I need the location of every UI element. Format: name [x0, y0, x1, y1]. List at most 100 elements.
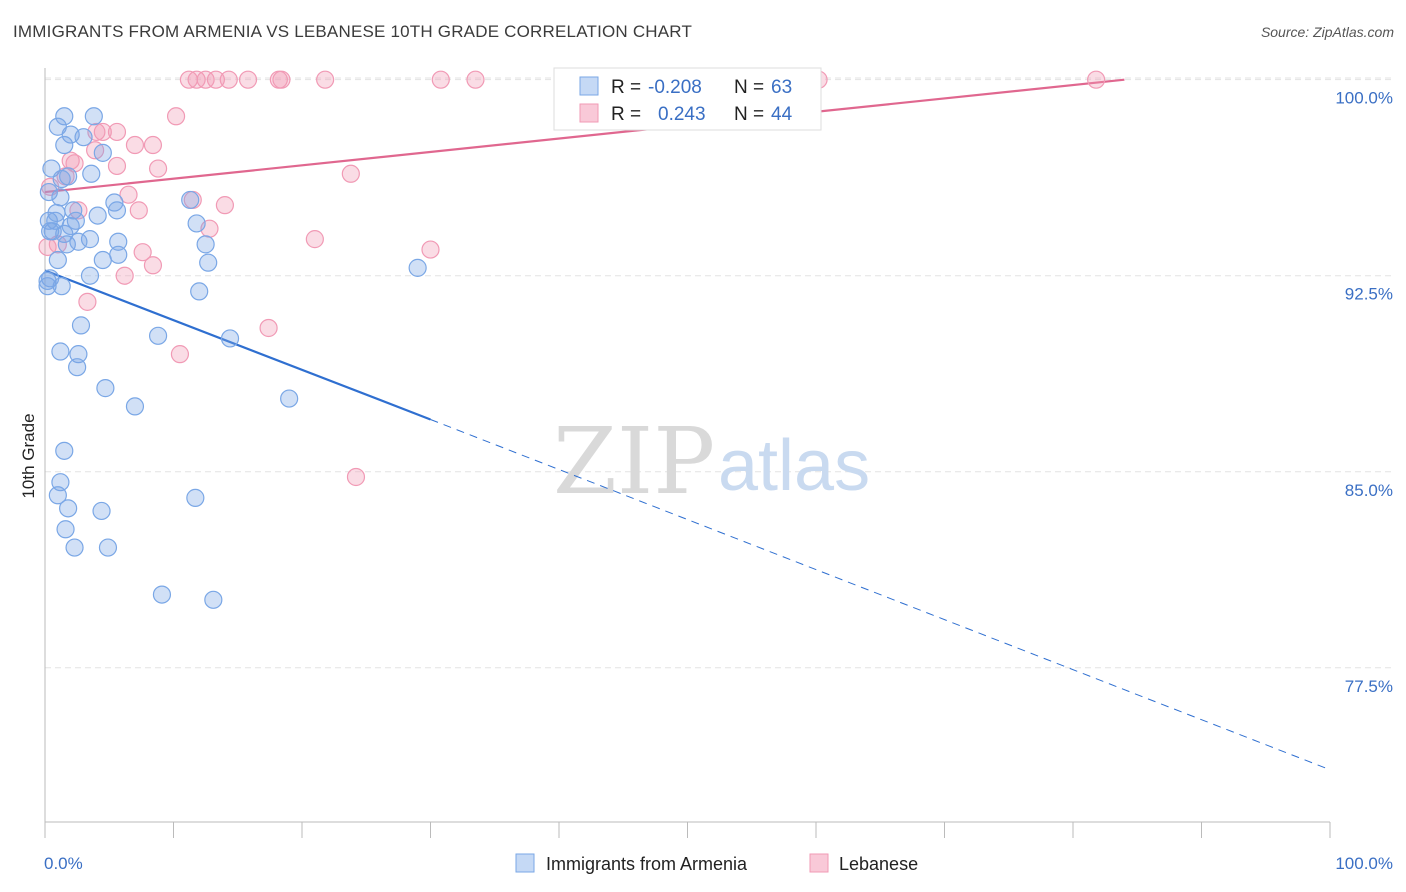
point-lebanese	[272, 70, 291, 89]
point-armenia	[181, 190, 200, 210]
point-armenia	[57, 235, 76, 254]
legend-n-label-2: N =	[734, 104, 764, 125]
point-lebanese	[341, 164, 360, 183]
grid-lines	[45, 77, 1394, 669]
point-armenia	[41, 222, 60, 241]
point-lebanese	[346, 467, 366, 487]
point-armenia	[199, 253, 218, 272]
point-armenia	[39, 182, 58, 202]
point-lebanese	[196, 70, 215, 89]
point-armenia	[92, 501, 111, 521]
point-armenia	[93, 143, 112, 162]
y-tick-labels: 100.0% 92.5% 85.0% 77.5%	[1335, 89, 1393, 696]
point-armenia	[71, 316, 91, 335]
point-lebanese	[431, 70, 450, 89]
point-armenia	[48, 486, 67, 505]
watermark: ZIP atlas	[553, 408, 870, 515]
point-armenia	[65, 538, 84, 557]
bottom-legend-swatch-lebanese	[809, 853, 829, 873]
point-armenia	[80, 266, 100, 285]
point-lebanese	[259, 318, 278, 338]
trend-line-0	[44, 269, 431, 421]
point-armenia	[220, 329, 240, 348]
chart-title: IMMIGRANTS FROM ARMENIA VS LEBANESE 10TH…	[13, 22, 693, 41]
point-lebanese	[238, 70, 258, 89]
point-lebanese	[166, 107, 186, 126]
x-tick-labels: 0.0% 100.0%	[44, 854, 1393, 873]
legend-r-label-1: R =	[611, 77, 641, 98]
point-lebanese	[125, 135, 145, 155]
point-lebanese	[107, 156, 127, 176]
point-lebanese	[119, 185, 138, 204]
point-lebanese	[69, 201, 88, 220]
point-armenia	[51, 188, 70, 207]
y-tick-label: 100.0%	[1335, 89, 1393, 108]
point-lebanese	[133, 243, 152, 262]
point-lebanese	[219, 70, 238, 89]
y-axis-label: 10th Grade	[19, 413, 38, 498]
x-tick-label: 100.0%	[1335, 854, 1393, 873]
point-lebanese	[421, 240, 440, 259]
point-armenia	[66, 211, 85, 230]
point-armenia	[51, 342, 70, 361]
point-armenia	[204, 590, 223, 609]
legend-r-value-1: -0.208	[648, 77, 702, 98]
watermark-zip: ZIP	[553, 408, 715, 515]
trend-lines	[44, 78, 1331, 771]
point-lebanese	[215, 196, 234, 215]
point-lebanese	[78, 292, 97, 311]
point-lebanese	[129, 201, 148, 220]
point-lebanese	[143, 135, 163, 155]
point-armenia	[98, 538, 118, 557]
point-armenia	[186, 488, 205, 507]
point-lebanese	[1087, 70, 1106, 89]
point-armenia	[69, 232, 88, 251]
x-tick-label: 0.0%	[44, 854, 83, 873]
point-armenia	[196, 235, 215, 254]
point-lebanese	[316, 70, 335, 89]
point-armenia	[96, 379, 115, 398]
point-lebanese	[305, 230, 324, 249]
data-points	[38, 70, 1106, 609]
point-armenia	[107, 201, 127, 220]
trend-line-extension-0	[430, 419, 1331, 771]
point-armenia	[148, 326, 168, 345]
point-lebanese	[170, 345, 190, 364]
point-armenia	[38, 271, 57, 291]
y-tick-label: 85.0%	[1345, 481, 1393, 500]
point-armenia	[408, 258, 427, 277]
point-armenia	[55, 107, 74, 126]
point-armenia	[93, 250, 112, 270]
source-note: Source: ZipAtlas.com	[1260, 24, 1394, 40]
point-lebanese	[466, 70, 485, 89]
point-armenia	[109, 245, 128, 264]
point-armenia	[59, 499, 78, 518]
point-armenia	[84, 107, 103, 126]
point-armenia	[61, 216, 80, 236]
point-armenia	[80, 230, 100, 249]
point-armenia	[55, 135, 74, 155]
top-legend: R = -0.208 N = 63 R = 0.243 N = 44	[553, 67, 822, 131]
point-armenia	[82, 164, 101, 183]
legend-r-label-2: R =	[611, 104, 641, 125]
point-armenia	[109, 232, 128, 251]
legend-n-value-2: 44	[771, 104, 793, 125]
point-armenia	[190, 282, 209, 301]
point-lebanese	[143, 256, 163, 275]
point-lebanese	[107, 122, 127, 142]
watermark-atlas: atlas	[718, 426, 870, 506]
point-armenia	[68, 358, 87, 377]
bottom-legend-label-armenia: Immigrants from Armenia	[546, 854, 748, 874]
point-armenia	[69, 345, 88, 364]
y-tick-label: 92.5%	[1345, 285, 1393, 304]
point-armenia	[74, 128, 93, 147]
point-armenia	[187, 214, 206, 233]
point-lebanese	[206, 70, 226, 89]
point-armenia	[125, 397, 145, 416]
point-lebanese	[93, 122, 112, 142]
legend-n-label-1: N =	[734, 77, 764, 98]
legend-r-value-2: 0.243	[658, 104, 706, 125]
bottom-legend: Immigrants from Armenia Lebanese	[515, 853, 918, 874]
point-armenia	[38, 277, 57, 296]
